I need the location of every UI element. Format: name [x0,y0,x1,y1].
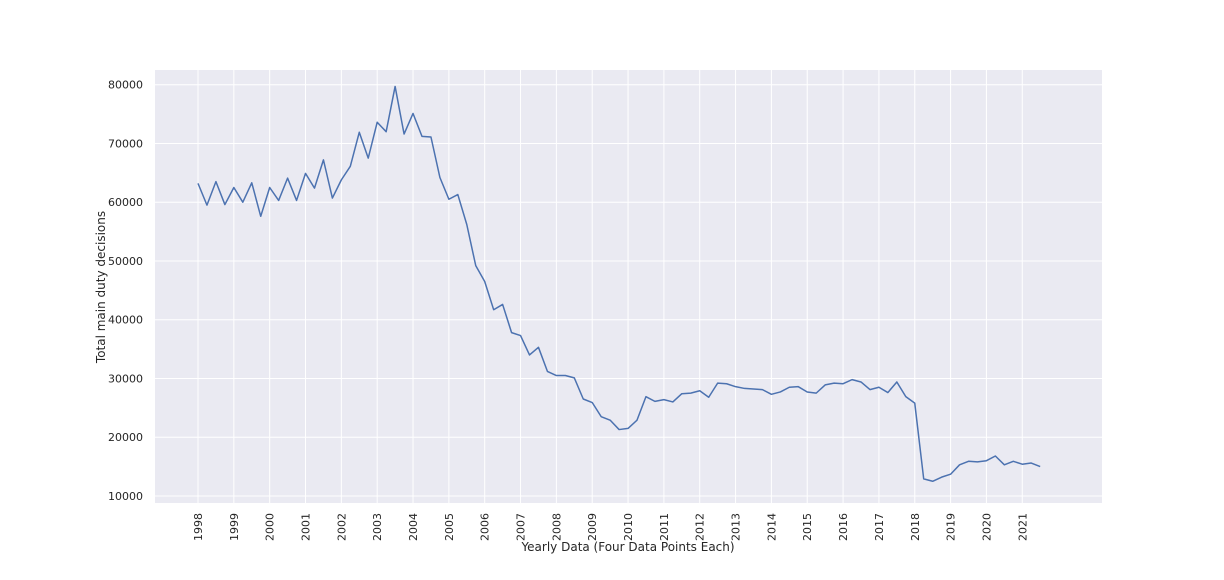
x-tick-label: 2002 [335,513,348,541]
y-axis-ticks: 10000 20000 30000 40000 50000 60000 70000 80000 [108,79,143,503]
x-tick-label: 2010 [622,513,635,541]
grid-lines [155,70,1102,503]
x-tick-label: 2012 [694,513,707,541]
x-tick-label: 2018 [909,513,922,541]
x-tick-label: 2011 [658,513,671,541]
series-line [197,85,1041,483]
x-tick-label: 1998 [192,513,205,541]
x-tick-label: 2020 [980,513,993,541]
x-tick-label: 1999 [228,513,241,541]
x-axis-label: Yearly Data (Four Data Points Each) [520,540,734,554]
x-tick-label: 2014 [765,513,778,541]
x-tick-label: 2003 [371,513,384,541]
x-tick-label: 2006 [479,513,492,541]
x-tick-label: 2001 [300,513,313,541]
x-tick-label: 2013 [730,513,743,541]
x-tick-label: 2009 [586,513,599,541]
x-tick-label: 2017 [873,513,886,541]
y-tick-label: 80000 [108,79,143,92]
y-tick-label: 20000 [108,431,143,444]
x-tick-label: 2007 [515,513,528,541]
x-tick-label: 2004 [407,513,420,541]
y-tick-label: 30000 [108,372,143,385]
x-tick-label: 2005 [443,513,456,541]
x-axis-ticks: 1998 1999 2000 2001 2002 2003 2004 2005 2006 2007… [192,513,1029,541]
x-tick-label: 2000 [264,513,277,541]
series-layer [197,85,1041,483]
y-axis-label: Total main duty decisions [94,211,108,364]
x-tick-label: 2015 [801,513,814,541]
y-tick-label: 60000 [108,196,143,209]
y-tick-label: 10000 [108,490,143,503]
x-tick-label: 2008 [550,513,563,541]
y-tick-label: 70000 [108,137,143,150]
x-tick-label: 2016 [837,513,850,541]
y-tick-label: 40000 [108,314,143,327]
x-tick-label: 2019 [945,513,958,541]
y-tick-label: 50000 [108,255,143,268]
x-tick-label: 2021 [1016,513,1029,541]
